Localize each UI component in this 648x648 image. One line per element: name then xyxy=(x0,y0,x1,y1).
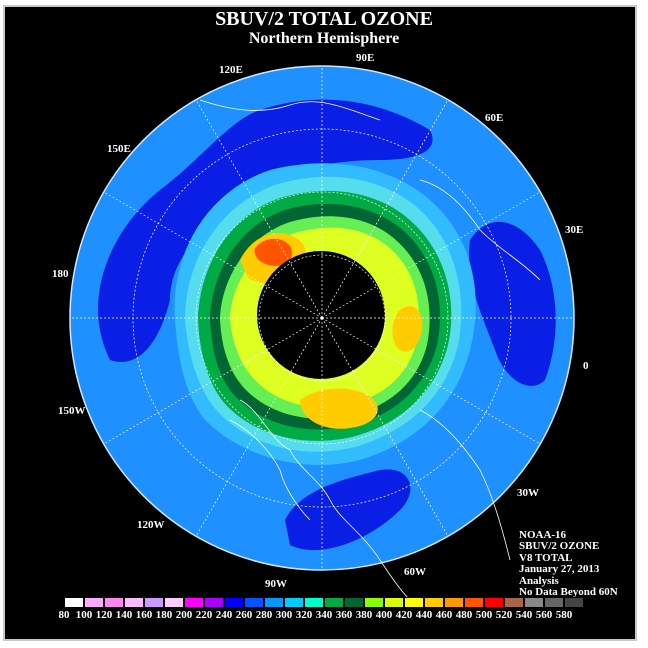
lon-label-30e: 30E xyxy=(565,224,584,236)
info-note: No Data Beyond 60N xyxy=(519,586,618,599)
colorbar-label: 260 xyxy=(235,609,253,621)
meridian-line xyxy=(321,317,541,445)
colorbar-label: 180 xyxy=(155,609,173,621)
colorbar-label: 580 xyxy=(555,609,573,621)
lon-label-180: 180 xyxy=(52,268,69,280)
colorbar-swatch xyxy=(224,597,244,608)
info-version: V8 TOTAL xyxy=(519,551,573,564)
info-kind: Analysis xyxy=(519,574,559,587)
colorbar-label: 520 xyxy=(495,609,513,621)
colorbar-swatch xyxy=(284,597,304,608)
low-region-atlantic xyxy=(469,221,556,386)
meridian-line xyxy=(195,317,323,537)
latitude-circle xyxy=(258,254,386,382)
colorbar-swatch xyxy=(244,597,264,608)
lon-label-120w: 120W xyxy=(137,519,165,531)
colorbar-label: 360 xyxy=(335,609,353,621)
lon-label-90e: 90E xyxy=(356,52,375,64)
colorbar-label: 500 xyxy=(475,609,493,621)
colorbar-swatch xyxy=(144,597,164,608)
colorbar-label: 320 xyxy=(295,609,313,621)
ring-red-blob xyxy=(254,238,293,266)
colorbar-label: 160 xyxy=(135,609,153,621)
map-subtitle: Northern Hemisphere xyxy=(248,30,400,47)
lon-label-0: 0 xyxy=(583,360,589,372)
colorbar-swatch xyxy=(304,597,324,608)
colorbar-swatch xyxy=(404,597,424,608)
colorbar-swatch xyxy=(344,597,364,608)
colorbar-label: 120 xyxy=(95,609,113,621)
coastlines xyxy=(199,99,541,601)
meridian-line xyxy=(321,99,449,319)
colorbar-swatch xyxy=(104,597,124,608)
lon-label-150w: 150W xyxy=(58,405,86,417)
colorbar xyxy=(64,597,584,608)
no-data-disc xyxy=(257,251,385,379)
colorbar-swatch xyxy=(504,597,524,608)
info-date: January 27, 2013 xyxy=(519,563,600,576)
colorbar-labels: 80 100 120 140 160 180 200 220 240 260 280 300 320 34… xyxy=(58,609,618,623)
meridian-line xyxy=(103,191,323,319)
info-satellite: NOAA-16 xyxy=(519,529,567,541)
colorbar-swatch xyxy=(524,597,544,608)
meridian-line xyxy=(321,317,449,537)
lon-label-60w: 60W xyxy=(404,566,426,578)
colorbar-swatch xyxy=(364,597,384,608)
colorbar-label: 140 xyxy=(115,609,133,621)
info-product: SBUV/2 OZONE xyxy=(519,540,600,553)
colorbar-swatch xyxy=(424,597,444,608)
colorbar-swatch xyxy=(164,597,184,608)
lon-label-30w: 30W xyxy=(517,487,539,499)
colorbar-label: 420 xyxy=(395,609,413,621)
colorbar-swatch xyxy=(84,597,104,608)
colorbar-label: 480 xyxy=(455,609,473,621)
colorbar-swatch xyxy=(64,597,84,608)
colorbar-label: 380 xyxy=(355,609,373,621)
colorbar-label: 200 xyxy=(175,609,193,621)
colorbar-swatch xyxy=(384,597,404,608)
ring-orange-south xyxy=(300,388,378,429)
colorbar-label: 100 xyxy=(75,609,93,621)
colorbar-label: 560 xyxy=(535,609,553,621)
meridian-line xyxy=(321,191,541,319)
colorbar-label: 460 xyxy=(435,609,453,621)
low-region-pacific xyxy=(98,99,433,362)
meridian-line xyxy=(195,99,323,319)
colorbar-swatch xyxy=(324,597,344,608)
colorbar-swatch xyxy=(444,597,464,608)
colorbar-swatch xyxy=(464,597,484,608)
info-block: NOAA-16 SBUV/2 OZONE V8 TOTAL January 27… xyxy=(519,529,618,599)
colorbar-swatch xyxy=(204,597,224,608)
lon-label-120e: 120E xyxy=(219,64,243,76)
colorbar-swatch xyxy=(264,597,284,608)
lon-label-60e: 60E xyxy=(485,112,504,124)
colorbar-swatch xyxy=(484,597,504,608)
colorbar-label: 540 xyxy=(515,609,533,621)
colorbar-label: 240 xyxy=(215,609,233,621)
colorbar-label: 400 xyxy=(375,609,393,621)
colorbar-swatch xyxy=(184,597,204,608)
colorbar-label: 280 xyxy=(255,609,273,621)
colorbar-label: 220 xyxy=(195,609,213,621)
colorbar-label: 440 xyxy=(415,609,433,621)
colorbar-label: 340 xyxy=(315,609,333,621)
ring-orange-east xyxy=(392,306,423,352)
low-region-south xyxy=(285,469,411,551)
colorbar-label: 300 xyxy=(275,609,293,621)
colorbar-swatch xyxy=(124,597,144,608)
colorbar-swatch xyxy=(544,597,564,608)
colorbar-label: 80 xyxy=(58,609,70,621)
colorbar-swatch xyxy=(564,597,584,608)
graticule xyxy=(70,66,574,570)
lon-label-150e: 150E xyxy=(107,143,131,155)
meridian-line xyxy=(103,317,323,445)
lon-label-90w: 90W xyxy=(265,578,287,590)
map-title: SBUV/2 TOTAL OZONE xyxy=(215,8,433,30)
